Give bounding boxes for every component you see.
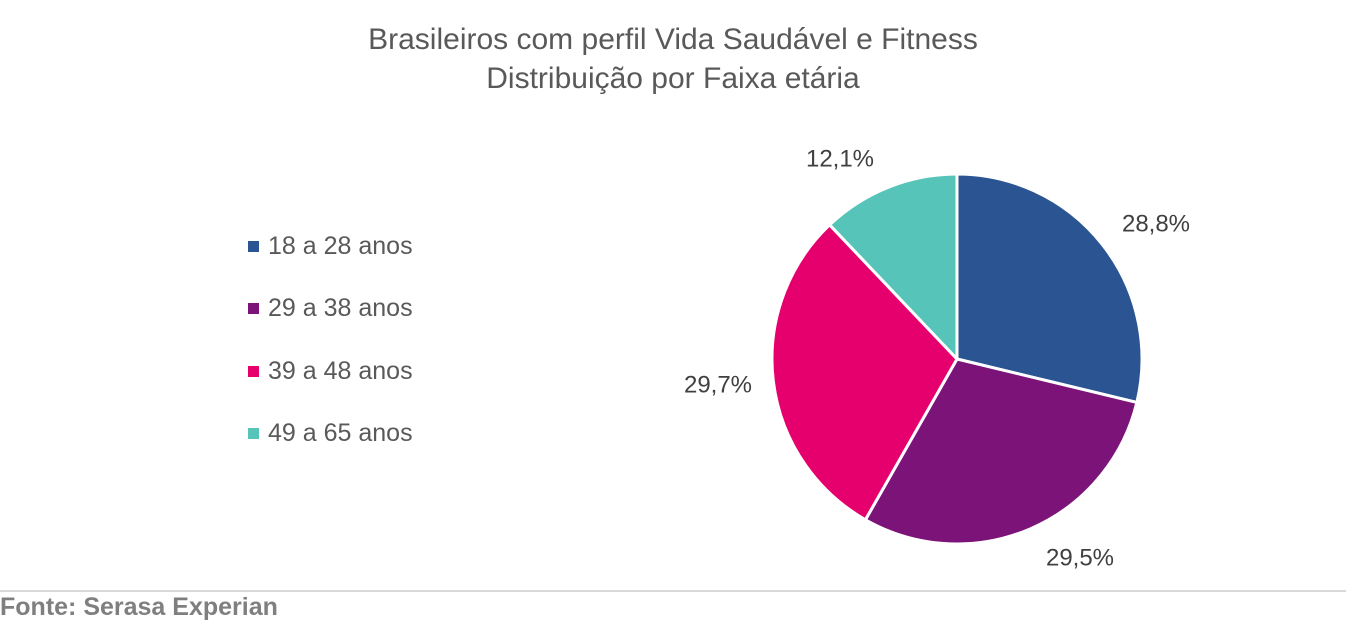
pie-slice-1 — [955, 172, 1144, 404]
data-label-4: 12,1% — [806, 145, 874, 172]
legend-label: 29 a 38 anos — [268, 294, 413, 322]
legend-label: 39 a 48 anos — [268, 356, 413, 385]
data-label-3: 29,7% — [684, 371, 752, 398]
legend-item: 29 a 38 anos — [248, 289, 413, 329]
legend-swatch — [248, 303, 259, 314]
chart-subtitle: Distribuição por Faixa etária — [486, 62, 860, 95]
legend-label: 49 a 65 anos — [268, 419, 413, 447]
legend-item: 49 a 65 anos — [248, 414, 413, 454]
pie-chart: 28,8% 29,5% 29,7% 12,1% — [684, 145, 1190, 571]
divider — [0, 590, 1346, 592]
data-label-2: 29,5% — [1046, 544, 1114, 571]
pie-slice-3 — [770, 223, 959, 522]
legend-item: 39 a 48 anos — [248, 351, 413, 391]
legend-swatch — [248, 240, 259, 252]
pie-slice-2 — [863, 357, 1139, 546]
legend-label: 18 a 28 anos — [268, 231, 413, 260]
source-note: Fonte: Serasa Experian — [0, 593, 278, 621]
pie-slice-4 — [828, 172, 959, 361]
data-label-1: 28,8% — [1122, 210, 1190, 237]
legend-swatch — [248, 428, 259, 439]
legend-item: 18 a 28 anos — [248, 226, 413, 266]
chart-legend: 18 a 28 anos 29 a 38 anos 39 a 48 anos 4… — [248, 226, 413, 476]
chart-title: Brasileiros com perfil Vida Saudável e F… — [368, 23, 978, 56]
legend-swatch — [248, 365, 259, 377]
